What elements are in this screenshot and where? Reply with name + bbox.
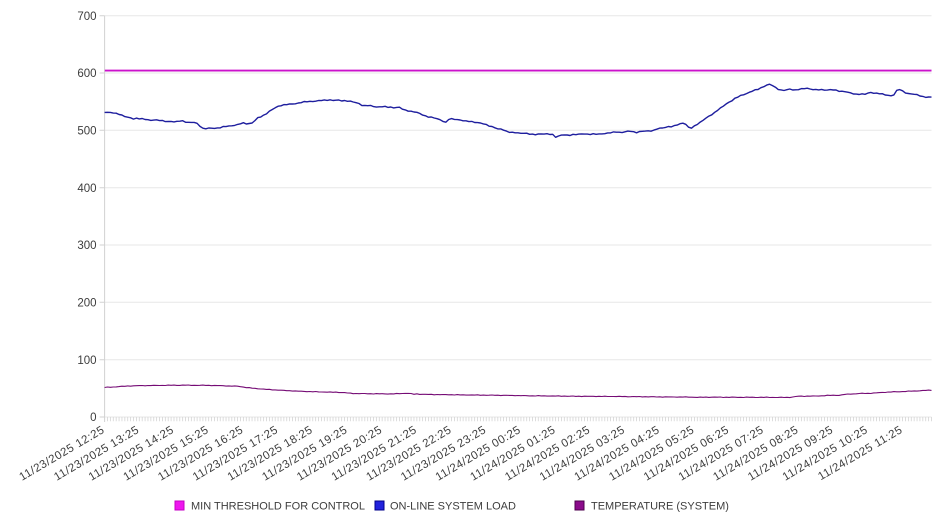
svg-text:0: 0: [90, 412, 96, 424]
svg-text:200: 200: [77, 297, 96, 309]
svg-text:MIN THRESHOLD FOR CONTROL: MIN THRESHOLD FOR CONTROL: [191, 501, 365, 513]
svg-text:300: 300: [77, 240, 96, 252]
svg-text:TEMPERATURE (SYSTEM): TEMPERATURE (SYSTEM): [591, 501, 729, 513]
svg-text:400: 400: [77, 183, 96, 195]
svg-text:100: 100: [77, 355, 96, 367]
svg-text:ON-LINE SYSTEM LOAD: ON-LINE SYSTEM LOAD: [390, 501, 516, 513]
svg-text:500: 500: [77, 125, 96, 137]
svg-text:700: 700: [77, 11, 96, 23]
svg-text:600: 600: [77, 68, 96, 80]
